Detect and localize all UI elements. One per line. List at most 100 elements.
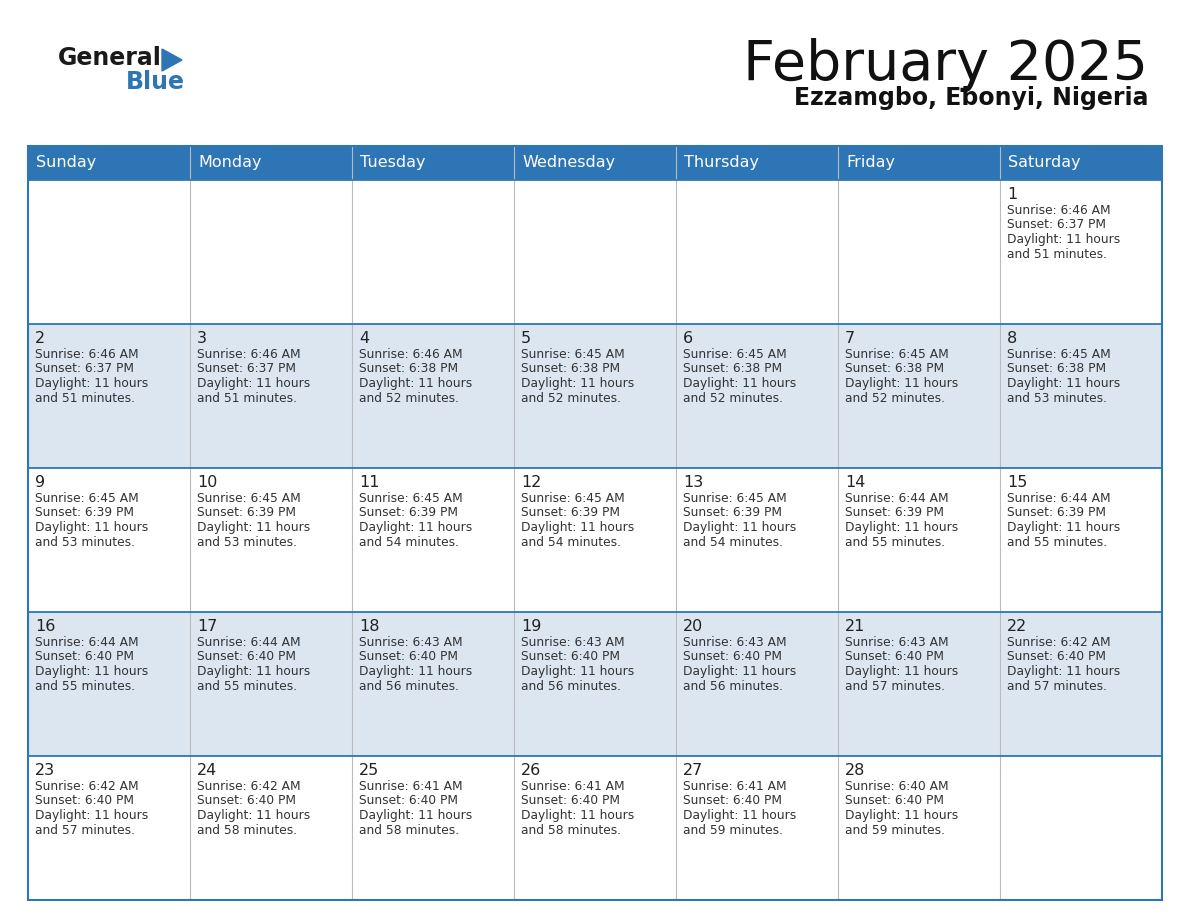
Bar [676, 146, 838, 180]
Text: Daylight: 11 hours: Daylight: 11 hours [683, 521, 796, 534]
Text: and 54 minutes.: and 54 minutes. [359, 535, 459, 548]
Text: 11: 11 [359, 475, 379, 490]
Text: Daylight: 11 hours: Daylight: 11 hours [1007, 665, 1120, 678]
Text: Sunday: Sunday [36, 155, 96, 171]
Bar [676, 180, 838, 324]
Text: Sunrise: 6:42 AM: Sunrise: 6:42 AM [197, 780, 301, 793]
Text: and 57 minutes.: and 57 minutes. [34, 823, 135, 836]
Text: Saturday: Saturday [1007, 155, 1081, 171]
Text: Monday: Monday [198, 155, 261, 171]
Bar [514, 468, 676, 612]
Text: 16: 16 [34, 619, 56, 634]
Bar [676, 756, 838, 900]
Text: Daylight: 11 hours: Daylight: 11 hours [359, 377, 473, 390]
Bar [1000, 180, 1162, 324]
Text: Sunrise: 6:45 AM: Sunrise: 6:45 AM [1007, 348, 1111, 361]
Text: Sunrise: 6:46 AM: Sunrise: 6:46 AM [1007, 204, 1111, 217]
Text: Sunrise: 6:45 AM: Sunrise: 6:45 AM [522, 348, 625, 361]
Bar [838, 468, 1000, 612]
Text: 3: 3 [197, 331, 207, 346]
Text: and 58 minutes.: and 58 minutes. [359, 823, 459, 836]
Text: Sunrise: 6:43 AM: Sunrise: 6:43 AM [683, 636, 786, 649]
Text: 19: 19 [522, 619, 542, 634]
Text: Daylight: 11 hours: Daylight: 11 hours [683, 377, 796, 390]
Text: Daylight: 11 hours: Daylight: 11 hours [1007, 233, 1120, 246]
Text: Sunset: 6:39 PM: Sunset: 6:39 PM [522, 507, 620, 520]
Text: Sunset: 6:40 PM: Sunset: 6:40 PM [1007, 651, 1106, 664]
Text: 5: 5 [522, 331, 531, 346]
Text: 14: 14 [845, 475, 865, 490]
Bar [352, 468, 514, 612]
Text: Sunrise: 6:45 AM: Sunrise: 6:45 AM [522, 492, 625, 505]
Text: 24: 24 [197, 763, 217, 778]
Text: and 57 minutes.: and 57 minutes. [1007, 679, 1107, 692]
Bar [1000, 324, 1162, 468]
Bar [838, 146, 1000, 180]
Text: Sunset: 6:40 PM: Sunset: 6:40 PM [522, 794, 620, 808]
Text: Sunrise: 6:41 AM: Sunrise: 6:41 AM [522, 780, 625, 793]
Bar [352, 180, 514, 324]
Text: 28: 28 [845, 763, 865, 778]
Text: Daylight: 11 hours: Daylight: 11 hours [34, 809, 148, 822]
Text: Sunrise: 6:44 AM: Sunrise: 6:44 AM [197, 636, 301, 649]
Text: 9: 9 [34, 475, 45, 490]
Bar [676, 612, 838, 756]
Text: Sunset: 6:39 PM: Sunset: 6:39 PM [683, 507, 782, 520]
Text: Sunset: 6:38 PM: Sunset: 6:38 PM [845, 363, 944, 375]
Text: Sunset: 6:38 PM: Sunset: 6:38 PM [1007, 363, 1106, 375]
Text: and 55 minutes.: and 55 minutes. [197, 679, 297, 692]
Text: and 58 minutes.: and 58 minutes. [522, 823, 621, 836]
Text: Sunset: 6:40 PM: Sunset: 6:40 PM [683, 651, 782, 664]
Text: Sunrise: 6:44 AM: Sunrise: 6:44 AM [34, 636, 139, 649]
Text: Sunrise: 6:41 AM: Sunrise: 6:41 AM [683, 780, 786, 793]
Text: and 54 minutes.: and 54 minutes. [683, 535, 783, 548]
Bar [838, 180, 1000, 324]
Text: Daylight: 11 hours: Daylight: 11 hours [845, 809, 959, 822]
Bar [29, 146, 190, 180]
Text: and 51 minutes.: and 51 minutes. [34, 391, 135, 405]
Bar [838, 612, 1000, 756]
Text: Sunset: 6:38 PM: Sunset: 6:38 PM [683, 363, 782, 375]
Text: Daylight: 11 hours: Daylight: 11 hours [1007, 521, 1120, 534]
Text: Sunset: 6:40 PM: Sunset: 6:40 PM [197, 794, 296, 808]
Text: and 52 minutes.: and 52 minutes. [522, 391, 621, 405]
Text: Daylight: 11 hours: Daylight: 11 hours [522, 665, 634, 678]
Text: Sunset: 6:40 PM: Sunset: 6:40 PM [683, 794, 782, 808]
Text: 4: 4 [359, 331, 369, 346]
Text: Daylight: 11 hours: Daylight: 11 hours [522, 809, 634, 822]
Text: and 53 minutes.: and 53 minutes. [34, 535, 135, 548]
Text: and 56 minutes.: and 56 minutes. [359, 679, 459, 692]
Text: Friday: Friday [846, 155, 895, 171]
Text: 15: 15 [1007, 475, 1028, 490]
Text: Sunrise: 6:43 AM: Sunrise: 6:43 AM [522, 636, 625, 649]
Text: Daylight: 11 hours: Daylight: 11 hours [34, 665, 148, 678]
Text: and 55 minutes.: and 55 minutes. [1007, 535, 1107, 548]
Text: 21: 21 [845, 619, 865, 634]
Bar [190, 756, 352, 900]
Text: Blue: Blue [126, 70, 185, 94]
Text: and 55 minutes.: and 55 minutes. [845, 535, 946, 548]
Bar [29, 180, 190, 324]
Text: Daylight: 11 hours: Daylight: 11 hours [359, 809, 473, 822]
Text: Sunrise: 6:46 AM: Sunrise: 6:46 AM [34, 348, 139, 361]
Text: General: General [58, 46, 162, 70]
Text: Sunset: 6:39 PM: Sunset: 6:39 PM [1007, 507, 1106, 520]
Text: Sunset: 6:40 PM: Sunset: 6:40 PM [359, 794, 459, 808]
Text: and 52 minutes.: and 52 minutes. [359, 391, 459, 405]
Text: Sunset: 6:40 PM: Sunset: 6:40 PM [522, 651, 620, 664]
Bar [1000, 612, 1162, 756]
Bar [29, 756, 190, 900]
Text: Tuesday: Tuesday [360, 155, 425, 171]
Text: 2: 2 [34, 331, 45, 346]
Text: and 59 minutes.: and 59 minutes. [683, 823, 783, 836]
Bar [29, 146, 1162, 900]
Text: Daylight: 11 hours: Daylight: 11 hours [683, 665, 796, 678]
Bar [29, 468, 190, 612]
Text: and 51 minutes.: and 51 minutes. [1007, 248, 1107, 261]
Bar [676, 468, 838, 612]
Text: Sunrise: 6:45 AM: Sunrise: 6:45 AM [34, 492, 139, 505]
Text: Daylight: 11 hours: Daylight: 11 hours [522, 377, 634, 390]
Text: Sunrise: 6:42 AM: Sunrise: 6:42 AM [1007, 636, 1111, 649]
Text: Sunrise: 6:45 AM: Sunrise: 6:45 AM [197, 492, 301, 505]
Bar [29, 324, 190, 468]
